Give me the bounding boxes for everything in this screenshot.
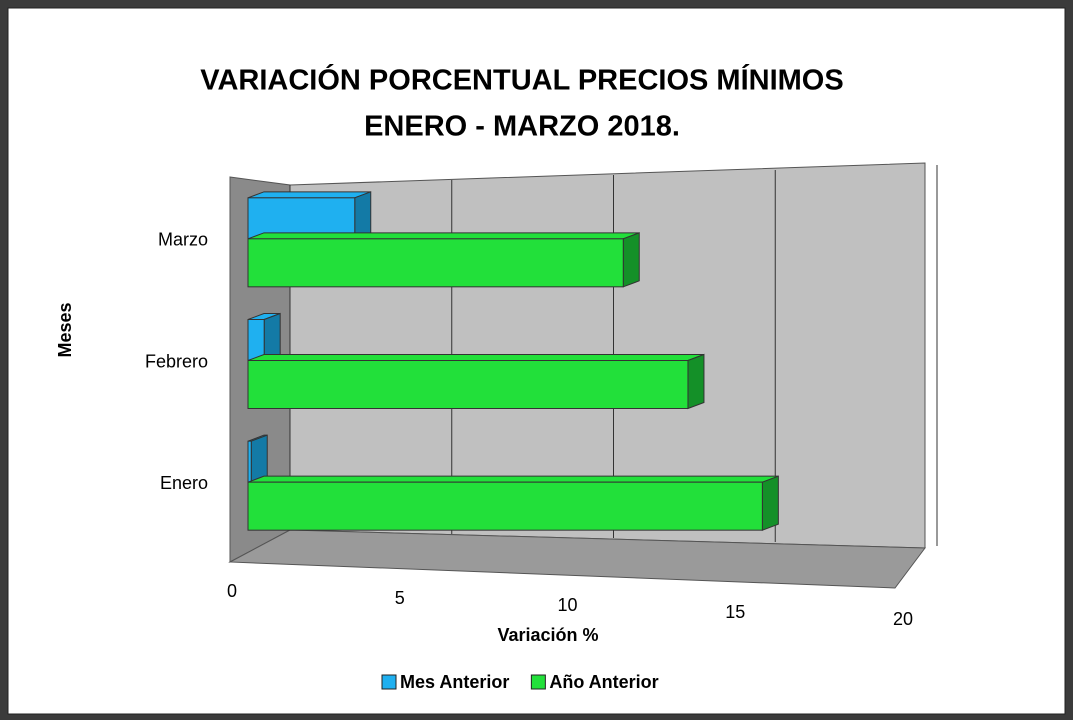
bar-face	[248, 192, 371, 198]
bar-face	[248, 233, 639, 239]
y-tick-label: Marzo	[158, 230, 208, 250]
x-tick-label: 0	[227, 581, 237, 601]
x-axis-title: Variación %	[497, 625, 598, 645]
chart: VARIACIÓN PORCENTUAL PRECIOS MÍNIMOS ENE…	[0, 0, 1073, 720]
x-tick-label: 5	[395, 588, 405, 608]
legend-swatch	[382, 675, 396, 689]
page: VARIACIÓN PORCENTUAL PRECIOS MÍNIMOS ENE…	[0, 0, 1073, 720]
legend-label: Año Anterior	[549, 672, 658, 692]
bar-face	[248, 482, 762, 530]
bar-face	[688, 355, 704, 409]
y-tick-label: Febrero	[145, 351, 208, 371]
y-tick-label: Enero	[160, 473, 208, 493]
bar-face	[248, 355, 704, 361]
bar-face	[248, 441, 251, 485]
bar	[248, 476, 778, 530]
bar-face	[248, 476, 778, 482]
y-axis-title: Meses	[55, 302, 75, 357]
bar	[248, 233, 639, 287]
chart-title: ENERO - MARZO 2018.	[364, 111, 680, 143]
x-tick-label: 10	[557, 595, 577, 615]
legend-label: Mes Anterior	[400, 672, 509, 692]
x-tick-label: 15	[725, 602, 745, 622]
bar-face	[623, 233, 639, 287]
bar-face	[248, 361, 688, 409]
bar	[248, 355, 704, 409]
bar-face	[248, 239, 623, 287]
legend-swatch	[531, 675, 545, 689]
bar-face	[762, 476, 778, 530]
x-tick-label: 20	[893, 609, 913, 629]
chart-title: VARIACIÓN PORCENTUAL PRECIOS MÍNIMOS	[200, 63, 843, 97]
